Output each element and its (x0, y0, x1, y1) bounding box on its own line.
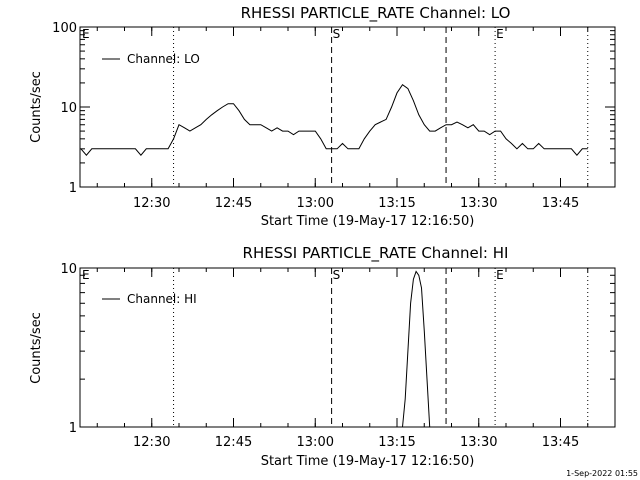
x-tick-label: 13:00 (297, 435, 334, 450)
plot-frame (79, 267, 616, 428)
footer-timestamp: 1-Sep-2022 01:55 (566, 469, 638, 478)
event-marker-label: S (333, 27, 341, 41)
x-axis-label: Start Time (19-May-17 12:16:50) (261, 214, 475, 229)
series-line (80, 83, 588, 156)
y-tick-label: 1 (69, 181, 77, 196)
x-tick-label: 13:15 (378, 196, 415, 211)
x-tick-label: 13:15 (378, 435, 415, 450)
x-tick-label: 12:45 (215, 196, 252, 211)
event-marker-label: E (496, 27, 504, 41)
y-tick-label: 100 (52, 21, 77, 36)
x-tick-label: 13:45 (542, 196, 579, 211)
series-line (402, 270, 431, 428)
chart-title: RHESSI PARTICLE_RATE Channel: LO (241, 4, 511, 23)
x-tick-label: 12:45 (215, 435, 252, 450)
y-tick-label: 10 (60, 262, 77, 277)
plot-frame (79, 26, 616, 188)
y-tick-label: 1 (69, 421, 77, 436)
x-tick-label: 13:30 (460, 196, 497, 211)
x-tick-label: 13:00 (297, 196, 334, 211)
event-marker-label: E (82, 27, 90, 41)
x-axis-label: Start Time (19-May-17 12:16:50) (261, 454, 475, 469)
y-axis-label: Counts/sec (29, 312, 44, 384)
x-tick-label: 12:30 (133, 435, 170, 450)
y-axis-label: Counts/sec (29, 71, 44, 143)
x-tick-label: 13:30 (460, 435, 497, 450)
x-tick-label: 12:30 (133, 196, 170, 211)
chart-title: RHESSI PARTICLE_RATE Channel: HI (243, 244, 509, 263)
legend-label: Channel: HI (127, 292, 197, 306)
legend-label: Channel: LO (127, 52, 200, 66)
y-tick-label: 10 (60, 101, 77, 116)
event-marker-label: S (333, 268, 341, 282)
event-marker-label: E (82, 268, 90, 282)
event-marker-label: E (496, 268, 504, 282)
plot-hi-channel: RHESSI PARTICLE_RATE Channel: HI 1 10 Count… (29, 244, 616, 469)
x-tick-label: 13:45 (542, 435, 579, 450)
plot-lo-channel: RHESSI PARTICLE_RATE Channel: LO 1 10 100 Co… (29, 4, 616, 229)
